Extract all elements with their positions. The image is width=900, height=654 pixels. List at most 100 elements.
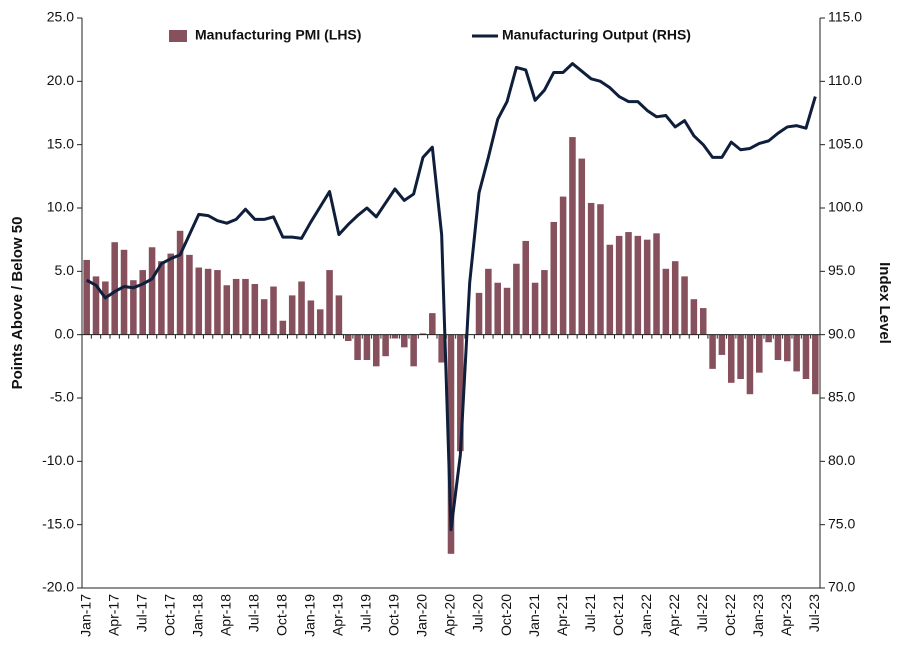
bar (569, 137, 576, 335)
bar (541, 270, 548, 335)
x-tick-label: Apr-20 (442, 594, 458, 636)
y2-tick-label: 100.0 (828, 199, 863, 215)
bar (559, 196, 567, 335)
x-tick-label: Oct-18 (274, 594, 290, 636)
bar (756, 334, 763, 373)
y-tick-label: 20.0 (47, 72, 74, 88)
y2-tick-label: 115.0 (828, 9, 862, 25)
x-tick-label: Jan-23 (750, 594, 766, 637)
x-tick-label: Apr-18 (218, 594, 234, 636)
y2-tick-label: 70.0 (828, 579, 855, 595)
bar (662, 268, 670, 335)
x-tick-label: Oct-22 (722, 594, 738, 636)
y-tick-label: 25.0 (47, 9, 74, 25)
y-tick-label: -5.0 (50, 389, 74, 405)
bar (391, 334, 399, 339)
bar (681, 276, 688, 335)
y-tick-label: -20.0 (42, 579, 74, 595)
y2-tick-label: 80.0 (828, 452, 855, 468)
bar (737, 334, 744, 379)
bar (214, 270, 221, 335)
x-tick-label: Oct-21 (610, 594, 626, 636)
y2-tick-label: 90.0 (828, 325, 855, 341)
bar (699, 308, 707, 335)
bar (615, 235, 623, 335)
bar (606, 244, 614, 335)
y2-tick-label: 110.0 (828, 72, 862, 88)
bar (176, 230, 184, 335)
legend-label: Manufacturing Output (RHS) (502, 27, 691, 43)
bar (111, 242, 118, 335)
bar (83, 259, 90, 335)
bar (410, 334, 417, 367)
bar (232, 278, 240, 335)
y2-tick-label: 105.0 (828, 135, 863, 151)
bar (130, 280, 137, 335)
y-tick-label: 0.0 (55, 325, 75, 341)
bar (92, 276, 100, 335)
bar (690, 299, 698, 335)
bar (363, 334, 371, 360)
bar (447, 334, 455, 554)
bar (260, 299, 268, 335)
x-tick-label: Apr-22 (666, 594, 682, 636)
y-tick-label: 10.0 (47, 199, 74, 215)
y-tick-label: 15.0 (47, 135, 74, 151)
bar (709, 334, 716, 369)
x-tick-label: Jan-18 (189, 594, 205, 637)
y-tick-label: -10.0 (42, 452, 74, 468)
bar (531, 282, 539, 335)
legend-label: Manufacturing PMI (LHS) (195, 27, 361, 43)
bar (251, 284, 259, 335)
bar (148, 247, 156, 335)
bar (382, 334, 389, 357)
bar (429, 313, 436, 335)
bar (634, 235, 642, 335)
bar (120, 249, 128, 335)
y2-tick-label: 75.0 (828, 515, 855, 531)
x-tick-label: Jan-20 (414, 594, 430, 637)
bar (102, 281, 109, 335)
bar (718, 334, 726, 355)
bar (139, 270, 146, 335)
y-tick-label: -15.0 (42, 515, 74, 531)
bar (550, 221, 558, 335)
bar (503, 287, 511, 335)
bar (765, 334, 772, 343)
bar (307, 300, 315, 335)
bar (494, 282, 501, 335)
bar (774, 334, 782, 360)
bar (354, 334, 361, 360)
bar (372, 334, 380, 367)
bar (167, 253, 175, 335)
bar (793, 334, 800, 372)
bar (485, 268, 492, 335)
bar (326, 270, 333, 335)
bar (279, 320, 287, 335)
bar (270, 286, 277, 335)
bar (186, 254, 193, 335)
bar (401, 334, 408, 348)
bar (288, 295, 296, 335)
x-tick-label: Apr-21 (554, 594, 570, 636)
y2-axis-title: Index Level (876, 262, 893, 344)
bar (522, 240, 530, 335)
x-tick-label: Jan-19 (302, 594, 318, 637)
x-tick-label: Apr-17 (105, 594, 121, 636)
bar (643, 239, 651, 335)
x-tick-label: Jul-21 (582, 594, 598, 632)
bar (158, 261, 165, 335)
bar (335, 295, 343, 335)
y-tick-label: 5.0 (55, 262, 75, 278)
bar (298, 281, 305, 335)
bar (784, 334, 791, 362)
bar (671, 261, 679, 335)
bar (727, 334, 735, 383)
x-tick-label: Jul-20 (470, 594, 486, 632)
bar (812, 334, 819, 395)
x-tick-label: Apr-19 (330, 594, 346, 636)
bar (587, 202, 595, 335)
x-tick-label: Jul-17 (133, 594, 149, 632)
bar (316, 309, 324, 335)
